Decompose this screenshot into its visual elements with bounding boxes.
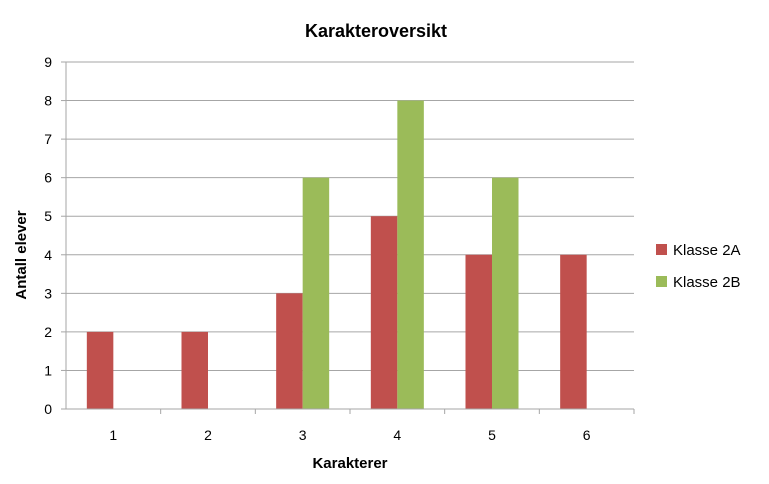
legend-swatch xyxy=(656,276,667,287)
y-tick-label: 4 xyxy=(44,247,52,263)
x-tick-label: 4 xyxy=(393,427,401,443)
bars xyxy=(86,100,587,410)
bar-klasse-2a-2 xyxy=(181,331,208,409)
y-tick-label: 6 xyxy=(44,170,52,186)
bar-klasse-2a-4 xyxy=(370,216,398,409)
legend-label: Klasse 2B xyxy=(673,274,741,291)
bar-klasse-2a-3 xyxy=(276,293,303,409)
y-tick-label: 9 xyxy=(44,54,52,70)
legend: Klasse 2A Klasse 2B xyxy=(656,242,741,291)
bar-klasse-2a-6 xyxy=(560,254,587,409)
x-tick-label: 2 xyxy=(204,427,212,443)
x-tick-label: 5 xyxy=(488,427,496,443)
y-tick-label: 0 xyxy=(44,401,52,417)
bar-klasse-2a-1 xyxy=(86,331,114,409)
chart-title: Karakteroversikt xyxy=(305,21,447,41)
x-tick-label: 6 xyxy=(583,427,591,443)
y-tick-label: 7 xyxy=(44,131,52,147)
y-tick-label: 3 xyxy=(44,285,52,301)
y-tick-label: 5 xyxy=(44,208,52,224)
y-tick-label: 1 xyxy=(44,362,52,378)
gridlines xyxy=(66,61,634,371)
x-tick-label: 3 xyxy=(299,427,307,443)
y-tick-label: 2 xyxy=(44,324,52,340)
legend-swatch xyxy=(656,244,667,255)
x-tick-label: 1 xyxy=(109,427,117,443)
y-tick-label: 8 xyxy=(44,93,52,109)
legend-label: Klasse 2A xyxy=(673,242,741,259)
bar-klasse-2b-4 xyxy=(397,100,424,410)
bar-klasse-2a-5 xyxy=(465,254,492,409)
y-axis-label: Antall elever xyxy=(13,210,30,299)
axes: 0 1 2 3 4 5 6 7 8 9 1 2 3 4 5 6 xyxy=(44,54,635,443)
x-axis-label: Karakterer xyxy=(312,455,387,472)
bar-klasse-2b-5 xyxy=(492,177,519,409)
bar-klasse-2b-3 xyxy=(302,177,330,409)
